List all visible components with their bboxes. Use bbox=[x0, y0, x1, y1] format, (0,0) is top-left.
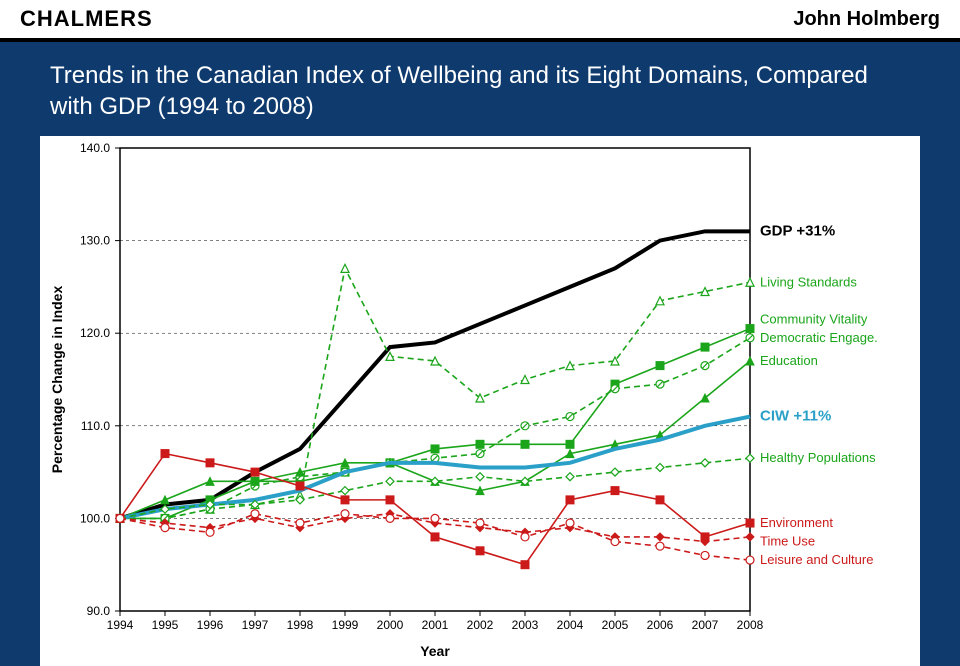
svg-text:2004: 2004 bbox=[557, 618, 584, 632]
chart-svg: 90.0 100.0 110.0 120.0 130.0 140.0 1994 1995 199… bbox=[40, 136, 920, 666]
svg-text:2005: 2005 bbox=[602, 618, 629, 632]
svg-text:2002: 2002 bbox=[467, 618, 494, 632]
svg-text:2000: 2000 bbox=[377, 618, 404, 632]
svg-text:1999: 1999 bbox=[332, 618, 359, 632]
svg-text:140.0: 140.0 bbox=[80, 141, 110, 155]
slide-title: Trends in the Canadian Index of Wellbein… bbox=[0, 42, 960, 136]
svg-text:1997: 1997 bbox=[242, 618, 269, 632]
svg-text:2001: 2001 bbox=[422, 618, 449, 632]
svg-text:GDP +31%: GDP +31% bbox=[760, 223, 835, 240]
svg-text:Healthy Populations: Healthy Populations bbox=[760, 451, 876, 466]
svg-text:2007: 2007 bbox=[692, 618, 719, 632]
svg-text:1994: 1994 bbox=[107, 618, 134, 632]
svg-text:Community Vitality: Community Vitality bbox=[760, 312, 868, 327]
svg-text:Time Use: Time Use bbox=[760, 534, 815, 549]
svg-text:1996: 1996 bbox=[197, 618, 224, 632]
svg-text:120.0: 120.0 bbox=[80, 327, 110, 341]
svg-text:Democratic Engage.: Democratic Engage. bbox=[760, 330, 878, 345]
svg-text:CIW +11%: CIW +11% bbox=[760, 408, 831, 425]
svg-text:Leisure and Culture: Leisure and Culture bbox=[760, 552, 873, 567]
logo: CHALMERS bbox=[20, 6, 153, 32]
svg-text:Year: Year bbox=[420, 643, 450, 659]
svg-text:1998: 1998 bbox=[287, 618, 314, 632]
svg-text:100.0: 100.0 bbox=[80, 512, 110, 526]
svg-text:130.0: 130.0 bbox=[80, 234, 110, 248]
author: John Holmberg bbox=[793, 8, 940, 31]
svg-text:Living Standards: Living Standards bbox=[760, 275, 857, 290]
chart-container: 90.0 100.0 110.0 120.0 130.0 140.0 1994 1995 199… bbox=[40, 136, 920, 666]
svg-text:90.0: 90.0 bbox=[87, 604, 111, 618]
svg-text:2003: 2003 bbox=[512, 618, 539, 632]
svg-text:Education: Education bbox=[760, 353, 818, 368]
svg-text:2006: 2006 bbox=[647, 618, 674, 632]
svg-text:Environment: Environment bbox=[760, 515, 833, 530]
svg-text:2008: 2008 bbox=[737, 618, 764, 632]
svg-text:Percentage Change in Index: Percentage Change in Index bbox=[49, 286, 65, 474]
header: CHALMERS John Holmberg bbox=[0, 0, 960, 42]
svg-text:110.0: 110.0 bbox=[81, 419, 110, 433]
svg-text:1995: 1995 bbox=[152, 618, 179, 632]
